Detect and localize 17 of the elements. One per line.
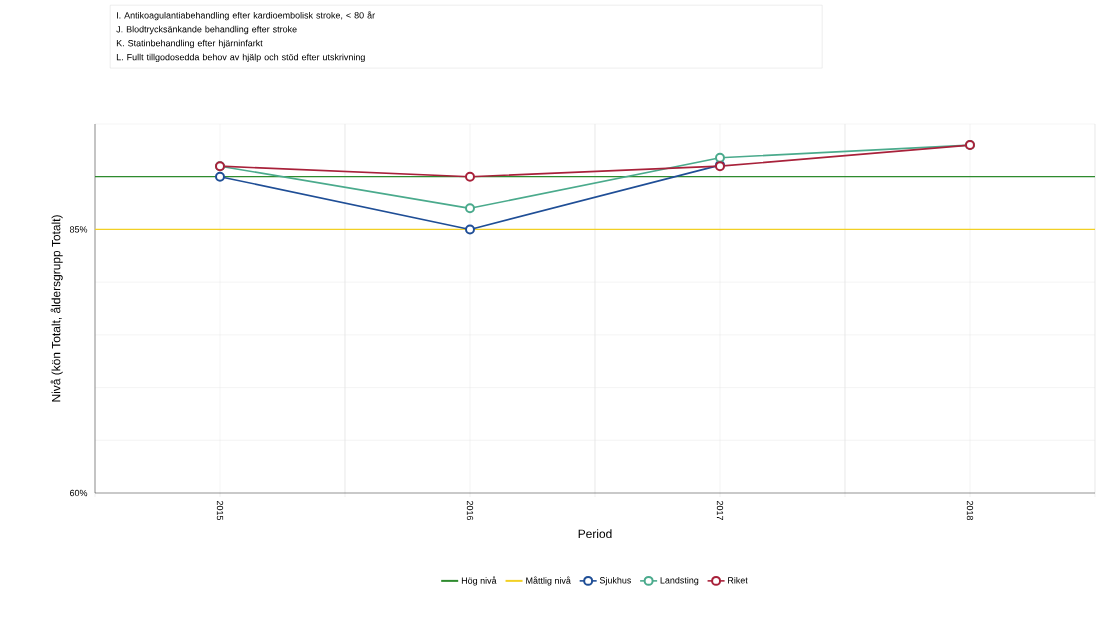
y-tick-label: 85% (69, 226, 88, 233)
y-axis-title: Nivå (kön Totalt, åldersgrupp Totalt) (50, 215, 63, 402)
legend-label: Sjukhus (599, 576, 632, 586)
x-tick-label: 2017 (716, 500, 724, 520)
legend-label: Landsting (660, 576, 699, 586)
text: K. Statinbehandling efter hjärninfarkt (116, 39, 263, 49)
x-axis-title: Period (578, 529, 612, 539)
x-tick-label: 2015 (216, 500, 224, 521)
text: L. Fullt tillgodosedda behov av hjälp och stöd efter utskrivning (116, 53, 365, 63)
text: I. Antikoagulantiabehandling efter kardioembolisk stroke, < 80 år (117, 11, 375, 21)
legend-label: Måttlig nivå (526, 576, 571, 586)
x-tick-label: 2016 (466, 500, 474, 521)
legend-label: Riket (728, 576, 748, 584)
text: J. Blodtrycksänkande behandling efter stroke (116, 25, 297, 35)
y-tick-label: 60% (70, 489, 88, 497)
x-tick-label: 2018 (966, 500, 974, 521)
legend-label: Hög nivå (461, 576, 497, 586)
